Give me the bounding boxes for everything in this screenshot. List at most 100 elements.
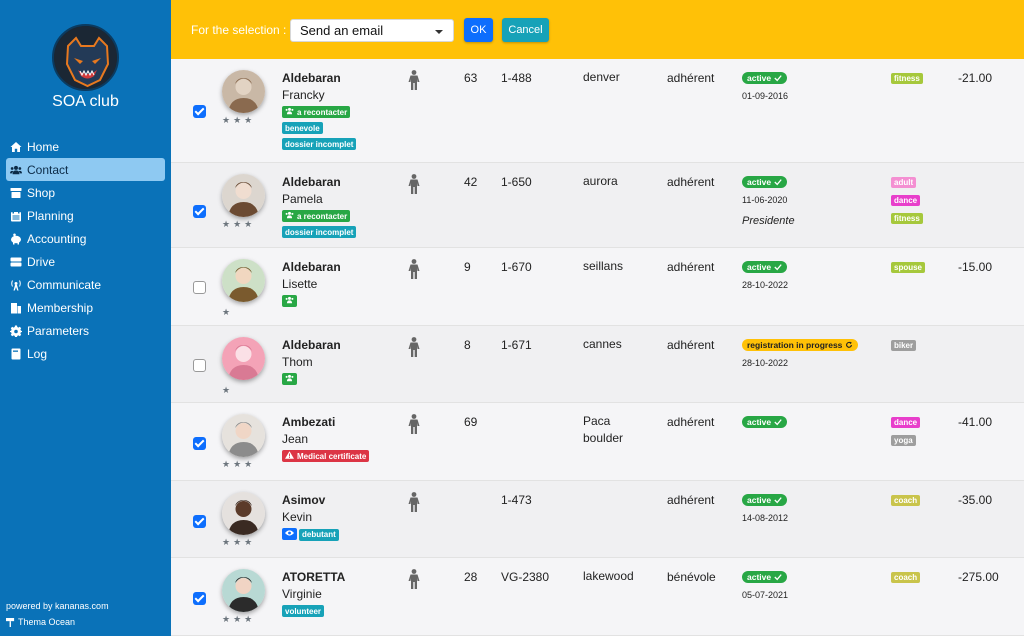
sidebar: SOA club Home Contact Shop Planning Acco… <box>0 0 171 636</box>
member-code: 1-473 <box>501 493 532 507</box>
member-tag[interactable]: volunteer <box>282 605 325 617</box>
member-last-name[interactable]: Aldebaran <box>282 71 341 85</box>
member-first-name: Virginie <box>282 587 322 601</box>
member-last-name[interactable]: ATORETTA <box>282 570 346 584</box>
sidebar-item-accounting[interactable]: Accounting <box>6 227 165 250</box>
member-row[interactable]: ★★★ Ambezati Jean Medical certificate 69… <box>171 403 1024 481</box>
row-checkbox[interactable] <box>193 205 206 218</box>
person-icon <box>407 492 421 512</box>
book-icon <box>9 348 23 360</box>
activity-badge[interactable]: spouse <box>891 262 926 273</box>
activity-badge[interactable]: biker <box>891 340 917 351</box>
member-tag[interactable]: a recontacter <box>282 210 351 222</box>
avatar[interactable] <box>222 414 265 457</box>
activity-badge[interactable]: fitness <box>891 73 923 84</box>
member-tag[interactable] <box>282 373 297 385</box>
sidebar-item-label: Contact <box>27 162 69 177</box>
sidebar-item-log[interactable]: Log <box>6 342 165 365</box>
member-tags: volunteer <box>282 605 392 621</box>
club-logo[interactable] <box>52 24 119 91</box>
selection-toolbar: For the selection : Send an email OK Can… <box>171 0 1024 59</box>
member-row[interactable]: ★★★ Aldebaran Pamela a recontacter dossie… <box>171 163 1024 248</box>
action-select[interactable]: Send an email <box>290 19 454 42</box>
activity-badge[interactable]: yoga <box>891 435 916 446</box>
member-code: 1-670 <box>501 260 532 274</box>
membership-date: 28-10-2022 <box>742 280 789 290</box>
member-type: bénévole <box>667 570 716 584</box>
person-icon <box>407 337 421 357</box>
sidebar-item-home[interactable]: Home <box>6 135 165 158</box>
member-tag[interactable]: dossier incomplet <box>282 226 357 238</box>
member-tag[interactable] <box>282 528 297 540</box>
member-tag[interactable]: Medical certificate <box>282 450 370 462</box>
member-row[interactable]: ★★★ ATORETTA Virginie volunteer 28 VG-23… <box>171 558 1024 636</box>
activity-badge[interactable]: dance <box>891 417 921 428</box>
avatar[interactable] <box>222 259 265 302</box>
member-last-name[interactable]: Asimov <box>282 493 326 507</box>
check-icon <box>771 74 782 82</box>
status-badge[interactable]: registration in progress <box>742 339 859 351</box>
row-checkbox[interactable] <box>193 359 206 372</box>
member-tag[interactable] <box>282 295 297 307</box>
avatar[interactable] <box>222 492 265 535</box>
row-checkbox[interactable] <box>193 437 206 450</box>
sidebar-item-label: Planning <box>27 208 74 223</box>
check-icon <box>771 496 782 504</box>
sidebar-item-communicate[interactable]: Communicate <box>6 273 165 296</box>
tag-label: debutant <box>302 530 336 539</box>
reload-icon <box>842 341 853 349</box>
member-tags: a recontacter dossier incomplet <box>282 210 392 242</box>
activity-badge[interactable]: dance <box>891 195 921 206</box>
sidebar-item-membership[interactable]: Membership <box>6 296 165 319</box>
avatar[interactable] <box>222 174 265 217</box>
activity-badge[interactable]: coach <box>891 572 921 583</box>
member-last-name[interactable]: Ambezati <box>282 415 336 429</box>
status-badge[interactable]: active <box>742 261 788 273</box>
sidebar-item-label: Shop <box>27 185 56 200</box>
status-badge[interactable]: active <box>742 571 788 583</box>
powered-by-link[interactable]: powered by kananas.com <box>6 601 109 611</box>
member-row[interactable]: ★ Aldebaran Thom 8 1-671 cannes adhérent… <box>171 326 1024 403</box>
row-checkbox[interactable] <box>193 281 206 294</box>
status-badge[interactable]: active <box>742 176 788 188</box>
avatar[interactable] <box>222 569 265 612</box>
sidebar-item-drive[interactable]: Drive <box>6 250 165 273</box>
status-badge[interactable]: active <box>742 416 788 428</box>
sidebar-item-shop[interactable]: Shop <box>6 181 165 204</box>
sidebar-item-planning[interactable]: Planning <box>6 204 165 227</box>
activity-badge[interactable]: adult <box>891 177 917 188</box>
sidebar-item-contact[interactable]: Contact <box>6 158 165 181</box>
theme-selector[interactable]: Thema Ocean <box>6 617 75 627</box>
member-city: aurora <box>583 174 618 188</box>
avatar[interactable] <box>222 337 265 380</box>
row-checkbox[interactable] <box>193 515 206 528</box>
member-tag[interactable]: a recontacter <box>282 106 351 118</box>
activity-badge[interactable]: fitness <box>891 213 923 224</box>
member-first-name: Francky <box>282 88 325 102</box>
member-city: Paca boulder <box>583 414 624 445</box>
member-type: adhérent <box>667 71 715 85</box>
avatar[interactable] <box>222 70 265 113</box>
member-last-name[interactable]: Aldebaran <box>282 260 341 274</box>
member-tag[interactable]: dossier incomplet <box>282 138 357 150</box>
member-first-name: Kevin <box>282 510 313 524</box>
status-badge[interactable]: active <box>742 494 788 506</box>
check-icon <box>771 418 782 426</box>
status-badge[interactable]: active <box>742 72 788 84</box>
member-row[interactable]: ★★★ Aldebaran Francky a recontacter benev… <box>171 59 1024 163</box>
member-last-name[interactable]: Aldebaran <box>282 175 341 189</box>
sidebar-item-parameters[interactable]: Parameters <box>6 319 165 342</box>
row-checkbox[interactable] <box>193 105 206 118</box>
cancel-button[interactable]: Cancel <box>502 18 549 42</box>
row-checkbox[interactable] <box>193 592 206 605</box>
member-row[interactable]: ★★★ Asimov Kevin debutant 1-473 adhérent… <box>171 481 1024 558</box>
member-last-name[interactable]: Aldebaran <box>282 338 341 352</box>
ok-button[interactable]: OK <box>464 18 493 42</box>
sidebar-item-label: Accounting <box>27 231 87 246</box>
activity-badge[interactable]: coach <box>891 495 921 506</box>
member-tag[interactable]: benevole <box>282 122 323 134</box>
member-row[interactable]: ★ Aldebaran Lisette 9 1-670 seillans adh… <box>171 248 1024 326</box>
rating-stars: ★★★ <box>222 614 256 624</box>
status-label: active <box>747 417 772 427</box>
member-tag[interactable]: debutant <box>299 528 339 541</box>
